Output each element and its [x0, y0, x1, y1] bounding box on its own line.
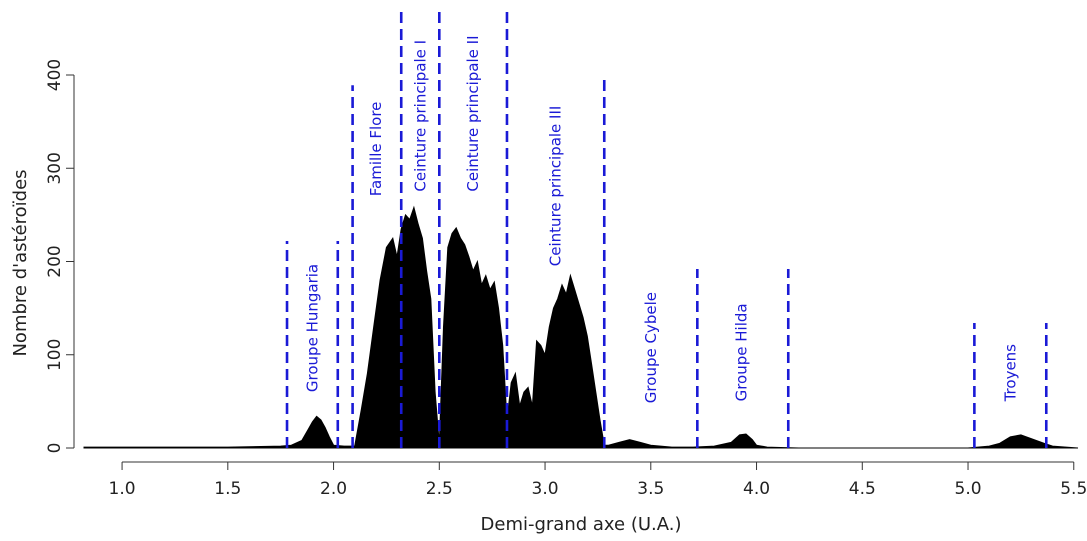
x-tick-label: 3.5 [637, 479, 664, 499]
x-tick-label: 5.0 [955, 479, 982, 499]
region-label: Groupe Hilda [733, 303, 751, 401]
region-label: Famille Flore [367, 102, 385, 197]
x-tick-label: 1.0 [109, 479, 136, 499]
boundary-lines [285, 6, 1048, 448]
x-tick-label: 3.0 [532, 479, 559, 499]
region-label: Groupe Hungaria [303, 264, 321, 392]
y-tick-label: 200 [45, 245, 65, 277]
region-label: Ceinture principale I [411, 40, 429, 192]
x-tick-label: 2.5 [426, 479, 453, 499]
region-label: Ceinture principale II [464, 35, 482, 191]
axes: 1.0 1.5 2.0 2.5 3.0 3.5 4.0 4.5 5.0 5.5 0 100 200 300… [45, 59, 1087, 499]
x-tick-label: 1.5 [214, 479, 241, 499]
y-axis-title: Nombre d'astéroïdes [10, 169, 31, 356]
region-label: Groupe Cybele [642, 292, 660, 403]
y-tick-label: 300 [45, 152, 65, 184]
x-tick-label: 4.0 [743, 479, 770, 499]
y-tick-label: 0 [45, 443, 65, 454]
x-tick-label: 4.5 [849, 479, 876, 499]
y-tick-label: 100 [45, 339, 65, 371]
y-tick-label: 400 [45, 59, 65, 91]
x-tick-label: 5.5 [1060, 479, 1087, 499]
region-labels: Groupe Hungaria Famille Flore Ceinture pri… [303, 35, 1019, 403]
x-axis-title: Demi-grand axe (U.A.) [481, 514, 682, 535]
region-label: Ceinture principale III [547, 106, 565, 267]
region-label: Troyens [1001, 344, 1019, 403]
x-tick-label: 2.0 [320, 479, 347, 499]
histogram-layer [83, 205, 1079, 449]
histogram-area [83, 205, 1079, 449]
